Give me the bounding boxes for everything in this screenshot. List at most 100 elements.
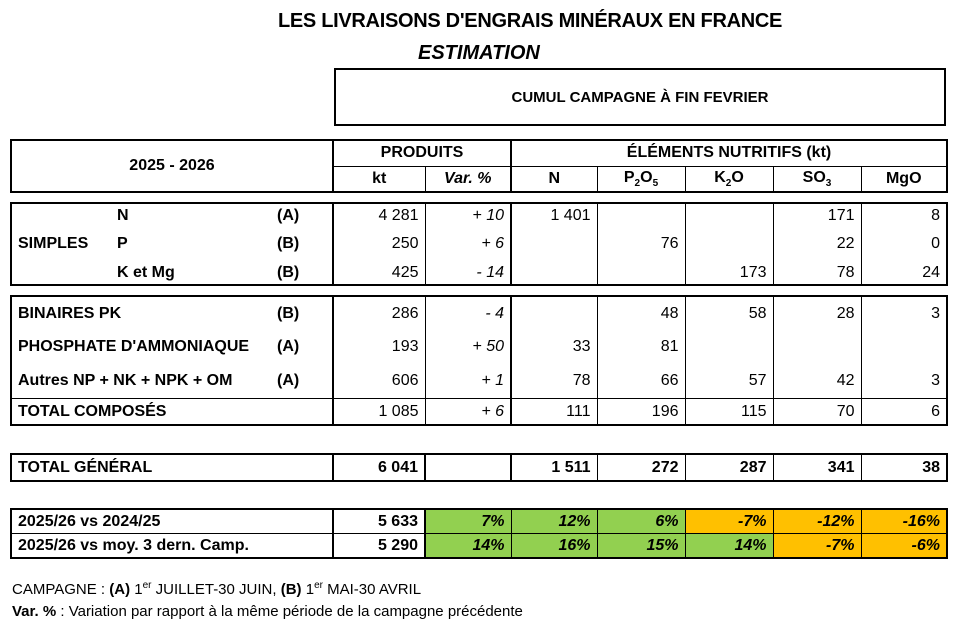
row-code: (A) bbox=[277, 372, 300, 389]
cell-so3: 22 bbox=[773, 227, 862, 261]
cell-k2o bbox=[685, 330, 774, 364]
cell-kt: 250 bbox=[332, 227, 425, 261]
row-label: 2025/26 vs 2024/25 bbox=[10, 508, 334, 534]
table-row: Autres NP + NK + NPK + OM (A) 606 + 1 78… bbox=[10, 364, 948, 399]
comparison-row: 2025/26 vs moy. 3 dern. Camp. 5 290 14% … bbox=[10, 533, 948, 559]
table-row: SIMPLES P (B) 250 + 6 76 22 0 bbox=[10, 227, 948, 261]
cell-var: + 50 bbox=[424, 330, 512, 364]
row-label: N bbox=[111, 202, 271, 227]
cell-k2o: 58 bbox=[685, 295, 774, 330]
row-code: (B) bbox=[271, 261, 333, 286]
cell-kt: 5 290 bbox=[332, 533, 426, 559]
cell-k2o bbox=[685, 202, 774, 227]
cell-var: + 10 bbox=[424, 202, 512, 227]
comparison-row: 2025/26 vs 2024/25 5 633 7% 12% 6% -7% -… bbox=[10, 508, 948, 534]
cell-n: 1 511 bbox=[510, 453, 598, 482]
cell-var: 7% bbox=[424, 508, 512, 534]
cell-p2o5: 272 bbox=[597, 453, 686, 482]
cell-var: - 14 bbox=[424, 261, 512, 286]
cell-mgo: 6 bbox=[860, 398, 948, 426]
cell-p2o5: 48 bbox=[597, 295, 686, 330]
page-title: LES LIVRAISONS D'ENGRAIS MINÉRAUX EN FRA… bbox=[277, 10, 783, 32]
row-label: PHOSPHATE D'AMMONIAQUE bbox=[10, 330, 271, 364]
row-label: P bbox=[117, 235, 128, 252]
cell-p2o5: 81 bbox=[597, 330, 686, 364]
p2o5-header: P2O5 bbox=[596, 165, 686, 193]
cell-k2o: 173 bbox=[685, 261, 774, 286]
cell-k2o: 57 bbox=[685, 364, 774, 399]
cell-mgo: 38 bbox=[861, 453, 948, 482]
cell-var bbox=[424, 453, 512, 482]
row-label: BINAIRES PK bbox=[10, 295, 271, 330]
cell-p2o5: 196 bbox=[596, 398, 686, 426]
cell-mgo: -16% bbox=[860, 508, 948, 534]
cell-var: - 4 bbox=[424, 295, 512, 330]
cell-k2o: -7% bbox=[684, 508, 774, 534]
cell-n bbox=[511, 261, 598, 286]
cell-so3: -12% bbox=[772, 508, 862, 534]
k2o-header: K2O bbox=[684, 165, 774, 193]
cell-so3: 42 bbox=[773, 364, 862, 399]
cell-kt: 4 281 bbox=[332, 202, 425, 227]
table-row: K et Mg (B) 425 - 14 173 78 24 bbox=[10, 261, 948, 286]
cell-var: 14% bbox=[424, 533, 512, 559]
footnote-campagne: CAMPAGNE : (A) 1er JUILLET-30 JUIN, (B) … bbox=[12, 580, 422, 598]
cell-mgo: 3 bbox=[861, 364, 948, 399]
deliveries-table: 2025 - 2026 PRODUITS ÉLÉMENTS NUTRITIFS … bbox=[10, 139, 948, 559]
cell-kt: 286 bbox=[332, 295, 425, 330]
var-header: Var. % bbox=[424, 165, 512, 193]
table-row: N (A) 4 281 + 10 1 401 171 8 bbox=[10, 202, 948, 227]
cell-p2o5 bbox=[597, 261, 686, 286]
cell-kt: 606 bbox=[332, 364, 425, 399]
cell-n bbox=[511, 227, 598, 261]
row-label: TOTAL GÉNÉRAL bbox=[10, 453, 334, 482]
so3-header: SO3 bbox=[772, 165, 862, 193]
page-subtitle: ESTIMATION bbox=[418, 42, 540, 64]
cell-mgo: 8 bbox=[861, 202, 948, 227]
kt-header: kt bbox=[332, 165, 426, 193]
cell-n: 1 401 bbox=[511, 202, 598, 227]
row-label: TOTAL COMPOSÉS bbox=[10, 398, 333, 426]
cell-n: 111 bbox=[510, 398, 598, 426]
simples-label: SIMPLES bbox=[10, 227, 111, 261]
cell-mgo: -6% bbox=[860, 533, 948, 559]
cell-so3: 341 bbox=[773, 453, 862, 482]
cell-n: 16% bbox=[510, 533, 598, 559]
cell-n: 33 bbox=[511, 330, 598, 364]
header-row-1: 2025 - 2026 PRODUITS ÉLÉMENTS NUTRITIFS … bbox=[10, 139, 948, 193]
cell-p2o5: 6% bbox=[596, 508, 686, 534]
cell-p2o5: 66 bbox=[597, 364, 686, 399]
row-code: (A) bbox=[277, 338, 300, 355]
cell-p2o5: 15% bbox=[596, 533, 686, 559]
total-general-row: TOTAL GÉNÉRAL 6 041 1 511 272 287 341 38 bbox=[10, 453, 948, 482]
cell-k2o: 115 bbox=[684, 398, 774, 426]
cell-p2o5 bbox=[597, 202, 686, 227]
cell-so3: 28 bbox=[773, 295, 862, 330]
cell-var: + 6 bbox=[424, 398, 512, 426]
row-label: K et Mg bbox=[111, 261, 271, 286]
cell-n: 12% bbox=[510, 508, 598, 534]
cell-k2o: 14% bbox=[684, 533, 774, 559]
mgo-header: MgO bbox=[860, 165, 948, 193]
table-row: BINAIRES PK (B) 286 - 4 48 58 28 3 bbox=[10, 295, 948, 330]
produits-header: PRODUITS bbox=[332, 139, 512, 166]
cell-kt: 6 041 bbox=[332, 453, 426, 482]
cell-var: + 1 bbox=[424, 364, 512, 399]
cell-so3: -7% bbox=[772, 533, 862, 559]
cell-var: + 6 bbox=[424, 227, 512, 261]
cumul-label: CUMUL CAMPAGNE À FIN FEVRIER bbox=[511, 88, 769, 106]
cell-mgo: 0 bbox=[861, 227, 948, 261]
cell-mgo bbox=[861, 330, 948, 364]
table-row: PHOSPHATE D'AMMONIAQUE (A) 193 + 50 33 8… bbox=[10, 330, 948, 364]
cell-so3: 171 bbox=[773, 202, 862, 227]
elements-header: ÉLÉMENTS NUTRITIFS (kt) bbox=[511, 139, 948, 166]
n-header: N bbox=[510, 165, 598, 193]
total-composes-row: TOTAL COMPOSÉS 1 085 + 6 111 196 115 70 … bbox=[10, 398, 948, 426]
row-code: (A) bbox=[271, 202, 333, 227]
cell-so3 bbox=[773, 330, 862, 364]
cell-kt: 5 633 bbox=[332, 508, 426, 534]
cell-so3: 70 bbox=[772, 398, 862, 426]
cell-so3: 78 bbox=[773, 261, 862, 286]
cumul-banner: CUMUL CAMPAGNE À FIN FEVRIER bbox=[334, 68, 946, 126]
row-label: 2025/26 vs moy. 3 dern. Camp. bbox=[10, 533, 334, 559]
